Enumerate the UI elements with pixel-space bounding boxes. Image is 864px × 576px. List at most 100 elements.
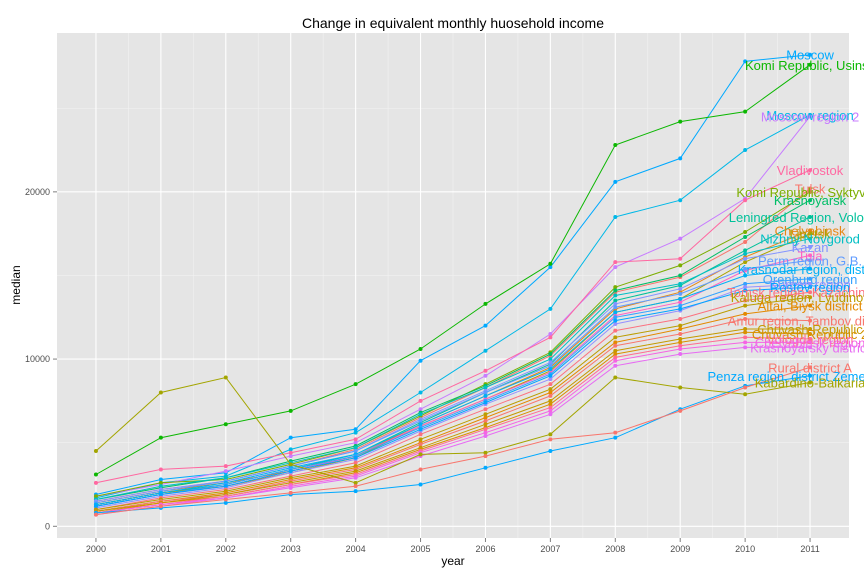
x-axis-title: year (441, 554, 464, 568)
data-point (678, 300, 683, 305)
data-point (418, 412, 423, 417)
data-point (613, 355, 618, 360)
data-point (483, 368, 488, 373)
data-point (678, 331, 683, 336)
data-point (483, 418, 488, 423)
data-point (613, 305, 618, 310)
data-point (613, 301, 618, 306)
data-point (678, 286, 683, 291)
data-point (353, 427, 358, 432)
data-point (743, 248, 748, 253)
data-point (743, 198, 748, 203)
data-point (158, 390, 163, 395)
series-label: Nizhny Novgorod (760, 232, 860, 247)
series-line (95, 336, 811, 514)
x-tick-label: 2010 (735, 544, 755, 554)
data-point (678, 323, 683, 328)
data-point (613, 321, 618, 326)
data-point (613, 352, 618, 357)
data-point (743, 298, 748, 303)
data-point (808, 303, 813, 308)
data-point (223, 375, 228, 380)
data-point (808, 345, 813, 350)
series-line (95, 346, 810, 516)
data-point (743, 229, 748, 234)
data-point (548, 367, 553, 372)
data-point (613, 358, 618, 363)
data-point (808, 62, 813, 67)
data-point (548, 408, 553, 413)
data-point (808, 258, 813, 263)
data-point (743, 109, 748, 114)
data-point (613, 375, 618, 380)
series (93, 375, 813, 485)
data-point (483, 465, 488, 470)
data-point (613, 285, 618, 290)
data-point (743, 273, 748, 278)
data-point (743, 330, 748, 335)
series (93, 365, 813, 517)
data-point (808, 236, 813, 241)
data-point (483, 412, 488, 417)
data-point (353, 445, 358, 450)
data-point (158, 467, 163, 472)
data-point (613, 335, 618, 340)
series-label: Vladivostok (777, 163, 844, 178)
data-point (613, 214, 618, 219)
data-point (418, 442, 423, 447)
data-point (548, 382, 553, 387)
series (93, 52, 813, 497)
data-point (353, 484, 358, 489)
series (93, 236, 813, 502)
series-label: Tulsk (795, 182, 826, 197)
series-label: Moscow region 2 (761, 110, 859, 125)
data-point (613, 318, 618, 323)
data-point (678, 296, 683, 301)
data-point (353, 382, 358, 387)
data-point (743, 251, 748, 256)
series-label: Tomsk region, Kazachinskoe (727, 285, 864, 300)
data-point (808, 231, 813, 236)
data-point (288, 462, 293, 467)
x-tick-label: 2001 (151, 544, 171, 554)
data-point (353, 440, 358, 445)
data-point (613, 363, 618, 368)
data-point (418, 347, 423, 352)
series-label: Kabardino-Balkaria (755, 375, 864, 390)
series-label: Chuvash Republic (757, 322, 863, 337)
data-point (223, 469, 228, 474)
series-label: Amur region, Tambov district (728, 314, 864, 329)
series-label: Krasnodar region, district (738, 262, 864, 277)
data-point (548, 432, 553, 437)
data-point (613, 179, 618, 184)
data-point (808, 331, 813, 336)
data-point (548, 402, 553, 407)
data-point (678, 337, 683, 342)
data-point (678, 303, 683, 308)
data-point (613, 343, 618, 348)
data-point (288, 450, 293, 455)
data-point (548, 360, 553, 365)
series-line (95, 366, 811, 516)
data-point (808, 228, 813, 233)
series-label: Rostov region (770, 280, 850, 295)
data-point (158, 484, 163, 489)
series-label: Moscow region (766, 108, 853, 123)
data-point (678, 156, 683, 161)
data-point (483, 433, 488, 438)
series-label: Kaluga region, Lyudinovsky (731, 290, 864, 305)
series-line (95, 116, 811, 497)
data-point (418, 398, 423, 403)
data-point (613, 435, 618, 440)
series-label: Rural district A (768, 360, 852, 375)
data-point (678, 316, 683, 321)
data-point (483, 373, 488, 378)
data-point (548, 265, 553, 270)
data-point (613, 298, 618, 303)
data-point (158, 492, 163, 497)
data-point (483, 430, 488, 435)
data-point (548, 398, 553, 403)
data-point (678, 347, 683, 352)
data-point (678, 119, 683, 124)
